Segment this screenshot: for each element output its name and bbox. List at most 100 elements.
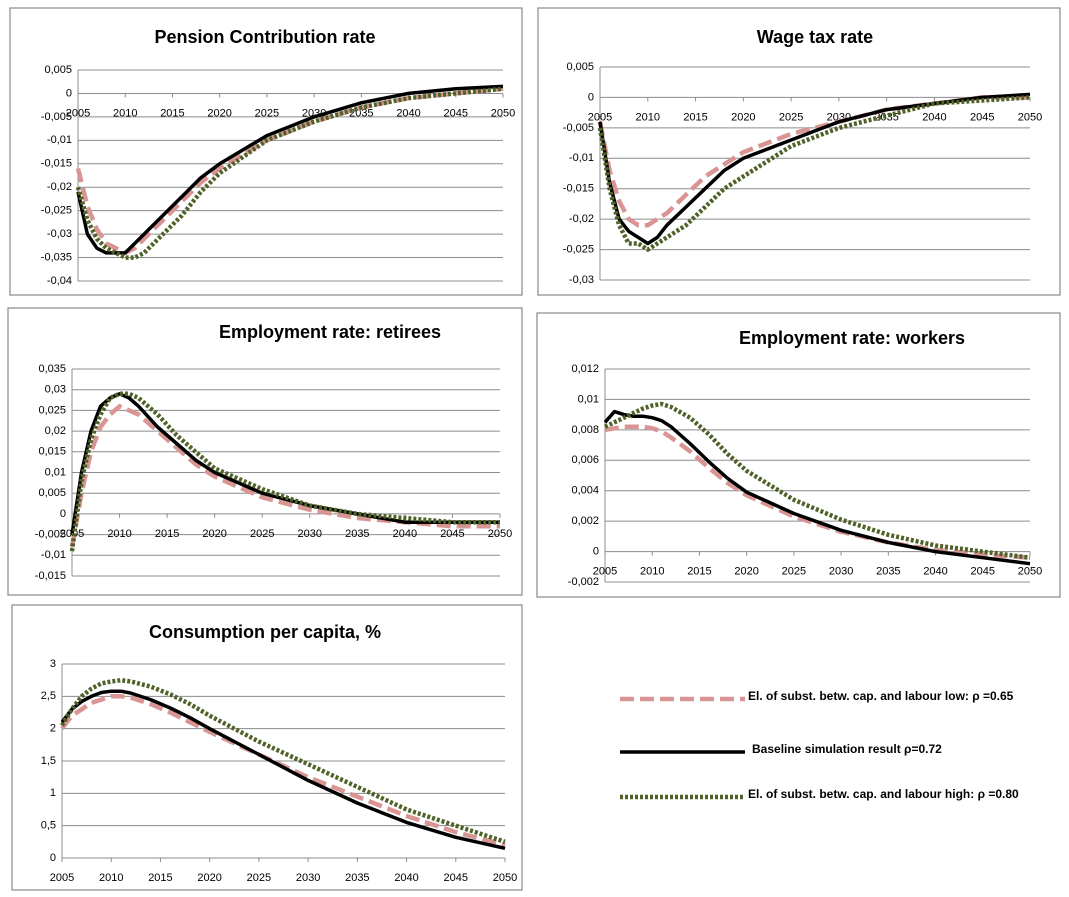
legend-label: El. of subst. betw. cap. and labour high… — [748, 787, 1019, 801]
x-tick-label: 2025 — [782, 565, 806, 577]
y-tick-label: 0,5 — [41, 820, 56, 832]
x-tick-label: 2005 — [66, 107, 90, 119]
x-tick-label: 2010 — [113, 107, 137, 119]
series-line — [69, 404, 500, 548]
y-tick-label: 0,005 — [44, 64, 72, 76]
y-tick-label: 0,005 — [566, 61, 594, 73]
x-tick-label: 2030 — [298, 528, 322, 540]
x-tick-label: 2045 — [970, 111, 994, 123]
series-line — [597, 95, 1031, 252]
x-tick-label: 2035 — [345, 872, 369, 884]
x-tick-label: 2040 — [394, 872, 418, 884]
x-tick-label: 2040 — [923, 565, 947, 577]
x-tick-label: 2035 — [345, 528, 369, 540]
y-tick-label: 1,5 — [41, 755, 56, 767]
y-tick-label: -0,025 — [563, 243, 594, 255]
x-tick-label: 2015 — [687, 565, 711, 577]
chart-frame — [9, 7, 523, 296]
y-tick-label: -0,01 — [569, 152, 594, 164]
y-tick-label: 0,02 — [45, 425, 66, 437]
y-tick-label: 0 — [588, 91, 594, 103]
series-line — [598, 92, 1031, 246]
y-tick-label: 0,006 — [571, 454, 599, 466]
x-tick-label: 2020 — [202, 528, 226, 540]
x-tick-label: 2025 — [255, 107, 279, 119]
chart-frame — [537, 7, 1061, 296]
x-tick-label: 2010 — [107, 528, 131, 540]
x-tick-label: 2025 — [779, 111, 803, 123]
x-tick-label: 2005 — [588, 111, 612, 123]
y-tick-label: 0,002 — [571, 515, 599, 527]
y-tick-label: 0 — [50, 852, 56, 864]
series-line — [603, 409, 1031, 566]
y-tick-label: -0,02 — [569, 213, 594, 225]
y-tick-label: 0 — [593, 545, 599, 557]
chart-title: Employment rate: retirees — [219, 322, 441, 342]
series-line — [60, 694, 506, 848]
x-tick-label: 2005 — [593, 565, 617, 577]
y-tick-label: 0,012 — [571, 363, 599, 375]
x-tick-label: 2020 — [731, 111, 755, 123]
chart-title: Wage tax rate — [757, 27, 873, 47]
series-line — [69, 391, 500, 552]
x-tick-label: 2050 — [493, 872, 517, 884]
legend-label: El. of subst. betw. cap. and labour low:… — [748, 689, 1014, 703]
y-tick-label: 0 — [60, 508, 66, 520]
y-tick-label: -0,015 — [41, 158, 72, 170]
x-tick-label: 2025 — [247, 872, 271, 884]
series-line — [60, 689, 506, 851]
y-tick-label: 0,03 — [45, 384, 66, 396]
y-tick-label: 0 — [66, 87, 72, 99]
x-tick-label: 2010 — [99, 872, 123, 884]
y-tick-label: 1 — [50, 787, 56, 799]
x-tick-label: 2030 — [296, 872, 320, 884]
y-tick-label: -0,035 — [41, 251, 72, 263]
series-line — [604, 401, 1031, 560]
x-tick-label: 2015 — [683, 111, 707, 123]
series-line — [75, 86, 504, 260]
y-tick-label: 0,004 — [571, 485, 599, 497]
x-tick-label: 2035 — [876, 565, 900, 577]
x-tick-label: 2015 — [160, 107, 184, 119]
y-tick-label: -0,01 — [41, 549, 66, 561]
y-tick-label: 3 — [50, 658, 56, 670]
x-tick-label: 2010 — [636, 111, 660, 123]
x-tick-label: 2025 — [250, 528, 274, 540]
x-tick-label: 2040 — [393, 528, 417, 540]
y-tick-label: -0,015 — [563, 183, 594, 195]
y-tick-label: 0,01 — [45, 466, 66, 478]
series-line — [76, 84, 504, 255]
x-tick-label: 2050 — [491, 107, 515, 119]
y-tick-label: -0,005 — [563, 122, 594, 134]
y-tick-label: -0,015 — [35, 570, 66, 582]
x-tick-label: 2035 — [874, 111, 898, 123]
x-tick-label: 2040 — [396, 107, 420, 119]
y-tick-label: -0,03 — [47, 228, 72, 240]
y-tick-label: -0,005 — [41, 111, 72, 123]
x-tick-label: 2030 — [829, 565, 853, 577]
chart-title: Consumption per capita, % — [149, 622, 381, 642]
x-tick-label: 2020 — [207, 107, 231, 119]
y-tick-label: 0,025 — [38, 404, 66, 416]
x-tick-label: 2005 — [50, 872, 74, 884]
y-tick-label: -0,04 — [47, 275, 72, 287]
x-tick-label: 2045 — [444, 107, 468, 119]
x-tick-label: 2040 — [922, 111, 946, 123]
x-tick-label: 2050 — [1018, 565, 1042, 577]
y-tick-label: 2 — [50, 723, 56, 735]
x-tick-label: 2045 — [444, 872, 468, 884]
x-tick-label: 2015 — [148, 872, 172, 884]
x-tick-label: 2015 — [155, 528, 179, 540]
x-tick-label: 2010 — [640, 565, 664, 577]
x-tick-label: 2020 — [734, 565, 758, 577]
y-tick-label: 0,008 — [571, 424, 599, 436]
y-tick-label: 0,005 — [38, 487, 66, 499]
y-tick-label: -0,02 — [47, 181, 72, 193]
chart-title: Pension Contribution rate — [154, 27, 375, 47]
y-tick-label: 2,5 — [41, 690, 56, 702]
y-tick-label: 0,015 — [38, 446, 66, 458]
y-tick-label: -0,002 — [568, 576, 599, 588]
y-tick-label: 0,035 — [38, 363, 66, 375]
